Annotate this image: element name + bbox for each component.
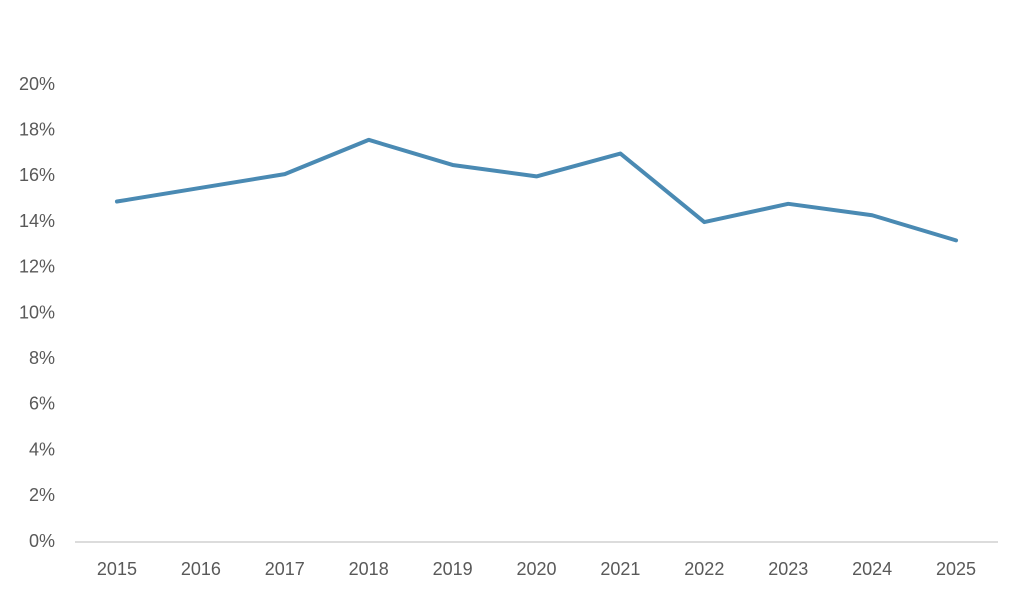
y-tick-label: 0% <box>29 531 55 551</box>
x-tick-label: 2020 <box>516 559 556 579</box>
y-tick-label: 10% <box>19 302 55 322</box>
x-tick-label: 2017 <box>265 559 305 579</box>
data-line <box>114 137 959 243</box>
y-tick-label: 18% <box>19 119 55 139</box>
y-tick-label: 6% <box>29 394 55 414</box>
y-tick-label: 4% <box>29 439 55 459</box>
x-tick-label: 2016 <box>181 559 221 579</box>
x-tick-label: 2025 <box>936 559 976 579</box>
y-tick-label: 2% <box>29 485 55 505</box>
y-tick-label: 12% <box>19 257 55 277</box>
x-tick-label: 2019 <box>433 559 473 579</box>
y-tick-label: 14% <box>19 211 55 231</box>
x-tick-label: 2018 <box>349 559 389 579</box>
x-tick-label: 2024 <box>852 559 892 579</box>
x-tick-label: 2022 <box>684 559 724 579</box>
x-tick-label: 2015 <box>97 559 137 579</box>
x-tick-label: 2021 <box>600 559 640 579</box>
y-tick-label: 20% <box>19 74 55 94</box>
y-tick-label: 8% <box>29 348 55 368</box>
y-tick-label: 16% <box>19 165 55 185</box>
x-tick-label: 2023 <box>768 559 808 579</box>
